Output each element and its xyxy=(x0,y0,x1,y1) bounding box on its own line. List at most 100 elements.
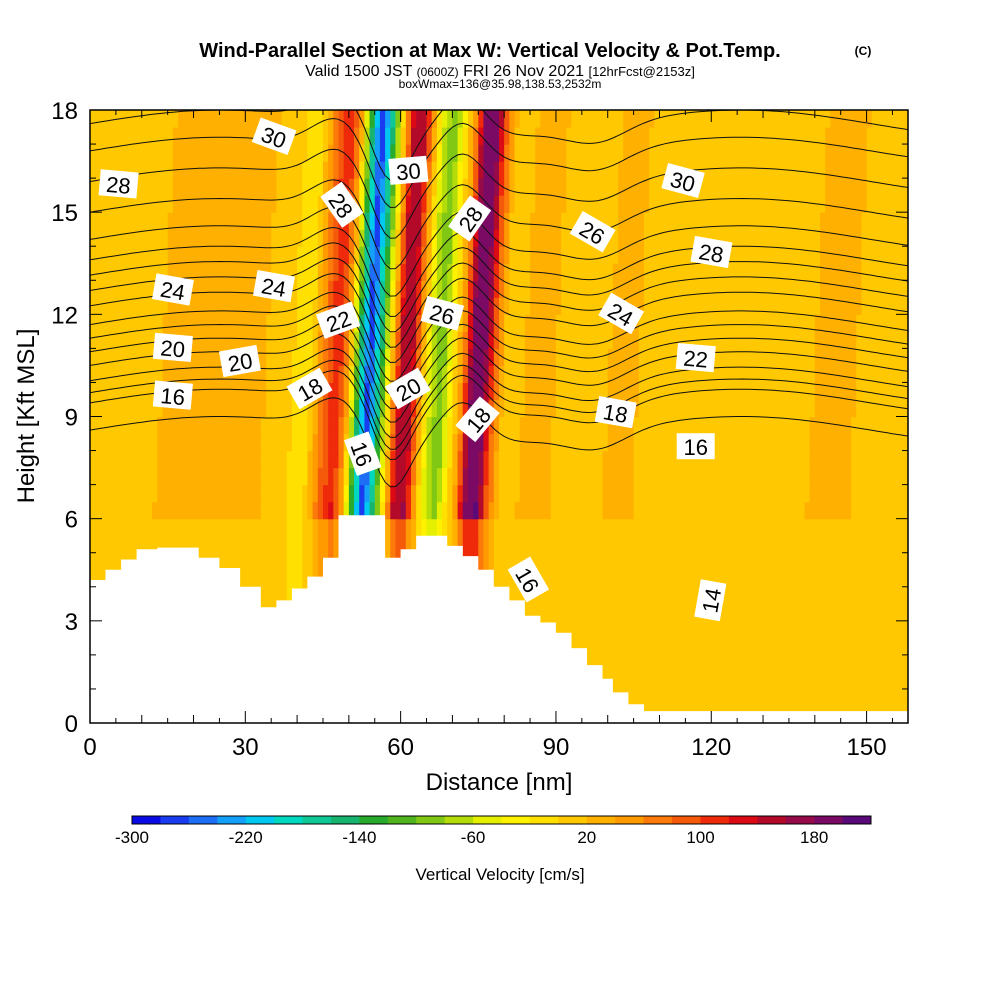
field-cell xyxy=(493,416,500,435)
field-cell xyxy=(442,433,448,452)
colorbar-tick-label: -140 xyxy=(342,828,376,847)
x-tick-label: 150 xyxy=(847,734,887,761)
field-cell xyxy=(379,382,386,401)
field-cell xyxy=(452,229,459,247)
field-cell xyxy=(452,161,459,179)
field-cell xyxy=(809,467,852,486)
field-cell xyxy=(421,450,428,469)
field-cell xyxy=(338,246,350,264)
field-cell xyxy=(297,297,314,315)
colorbar-swatch xyxy=(245,816,275,824)
field-cell xyxy=(172,144,277,162)
field-cell xyxy=(467,331,474,349)
field-cell xyxy=(416,280,422,298)
field-cell xyxy=(385,246,391,264)
field-cell xyxy=(405,110,412,128)
field-cell xyxy=(369,484,376,503)
field-cell xyxy=(473,280,479,298)
field-cell xyxy=(405,212,422,230)
field-cell xyxy=(369,178,376,196)
field-cell xyxy=(447,195,454,213)
contour-label-box xyxy=(344,431,382,476)
field-cell xyxy=(297,263,319,281)
field-cell xyxy=(90,280,169,298)
field-cell xyxy=(286,450,309,469)
field-cell xyxy=(462,450,469,469)
field-cell xyxy=(364,212,371,230)
field-cell xyxy=(348,280,355,298)
field-cell xyxy=(90,535,288,554)
field-cell xyxy=(343,348,350,367)
field-cell xyxy=(322,484,334,503)
field-cell xyxy=(405,263,417,281)
field-cell xyxy=(312,297,319,315)
field-cell xyxy=(410,399,417,418)
contour-label-box xyxy=(455,396,500,443)
contour-label-box xyxy=(690,235,733,269)
colorbar-swatch xyxy=(188,816,218,824)
field-cell xyxy=(488,280,495,298)
contour-label-group: 30 xyxy=(388,155,429,185)
contour-label: 16 xyxy=(683,435,707,460)
field-cell xyxy=(178,110,283,128)
field-cell xyxy=(405,501,412,520)
contour-label: 20 xyxy=(226,348,254,377)
field-cell xyxy=(421,280,428,298)
contour-label-group: 16 xyxy=(344,431,382,476)
field-cell xyxy=(602,501,635,520)
isentrope-29 xyxy=(90,179,908,270)
field-cell xyxy=(374,127,381,145)
field-cell xyxy=(447,263,454,281)
field-cell xyxy=(379,399,386,418)
field-cell xyxy=(618,195,650,213)
field-cell xyxy=(809,450,852,469)
chart-subtitle: Valid 1500 JST (0600Z) FRI 26 Nov 2021 [… xyxy=(305,63,695,80)
field-cell xyxy=(317,501,324,520)
field-cell xyxy=(504,110,510,128)
field-cell xyxy=(447,161,454,179)
field-cell xyxy=(493,365,500,384)
field-cell xyxy=(354,501,360,520)
field-cell xyxy=(602,450,635,469)
field-cell xyxy=(385,501,391,520)
field-cell xyxy=(819,229,863,247)
field-cell xyxy=(499,110,505,128)
colorbar-swatch xyxy=(615,816,644,824)
chart-title-mark: (C) xyxy=(855,44,872,58)
field-cell xyxy=(400,144,407,162)
field-cell xyxy=(328,348,334,367)
field-cell xyxy=(359,212,365,230)
field-cell xyxy=(400,280,407,298)
field-cell xyxy=(322,450,329,469)
field-cell xyxy=(395,127,402,145)
field-cell xyxy=(467,450,479,469)
contour-label-group: 28 xyxy=(98,169,139,199)
field-cell xyxy=(473,263,479,281)
field-cell xyxy=(307,450,314,469)
field-cell xyxy=(602,484,635,503)
field-cell xyxy=(633,433,811,452)
field-cell xyxy=(457,518,464,537)
field-cell xyxy=(488,263,495,281)
field-cell xyxy=(348,484,355,503)
field-cell xyxy=(390,297,397,315)
field-cell xyxy=(385,314,391,332)
field-cell xyxy=(447,110,454,128)
field-cell xyxy=(317,229,324,247)
field-cell xyxy=(359,501,365,520)
field-cell xyxy=(504,127,510,145)
field-cell xyxy=(819,263,863,281)
terrain-profile xyxy=(90,515,908,723)
field-cell xyxy=(167,212,272,230)
field-cell xyxy=(861,263,908,281)
field-cell xyxy=(467,297,474,315)
field-cell xyxy=(90,433,158,452)
field-cell xyxy=(291,433,309,452)
field-cell xyxy=(483,195,495,213)
field-cell xyxy=(638,348,816,367)
contour-label-box xyxy=(152,380,193,410)
isentrope-17 xyxy=(90,369,908,461)
field-cell xyxy=(431,127,438,145)
field-cell xyxy=(312,348,319,367)
field-cell xyxy=(861,229,908,247)
